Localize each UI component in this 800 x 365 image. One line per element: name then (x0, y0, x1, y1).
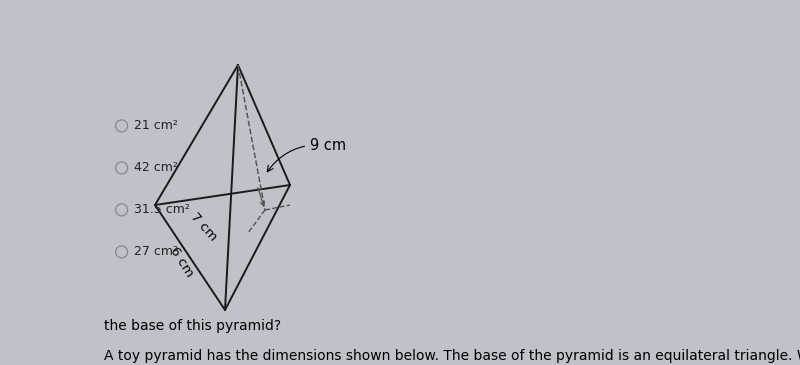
Text: 9 cm: 9 cm (267, 138, 346, 172)
Text: 6 cm: 6 cm (168, 245, 196, 279)
Text: 21 cm²: 21 cm² (134, 119, 178, 132)
Text: the base of this pyramid?: the base of this pyramid? (104, 319, 281, 333)
Text: A toy pyramid has the dimensions shown below. The base of the pyramid is an equi: A toy pyramid has the dimensions shown b… (104, 349, 800, 362)
Text: 7 cm: 7 cm (188, 210, 220, 243)
Text: 31.5 cm²: 31.5 cm² (134, 203, 190, 216)
Text: 42 cm²: 42 cm² (134, 161, 178, 174)
Text: 27 cm²: 27 cm² (134, 245, 178, 258)
